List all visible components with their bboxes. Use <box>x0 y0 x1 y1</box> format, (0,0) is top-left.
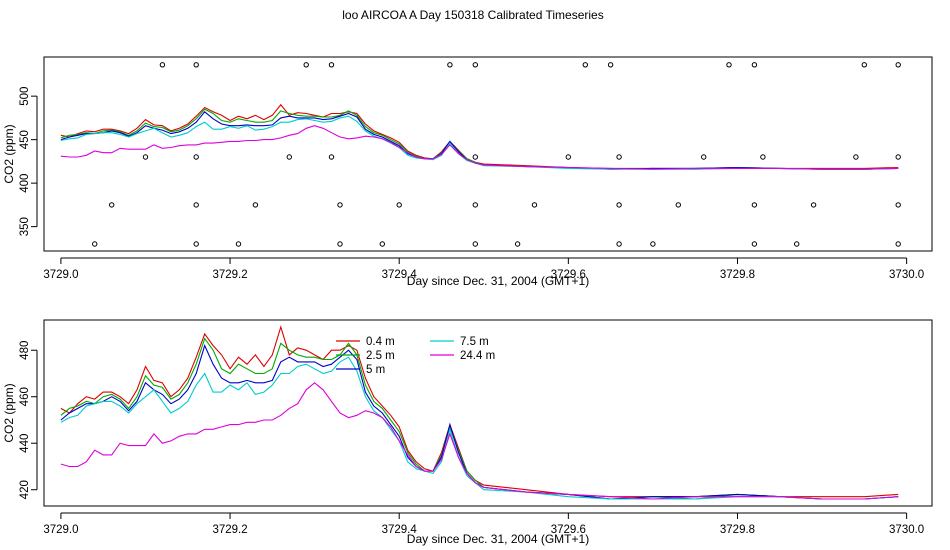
scatter-point <box>616 154 622 160</box>
scatter-point <box>472 241 478 247</box>
scatter-point <box>607 62 614 68</box>
x-tick-label: 3730.0 <box>889 524 924 536</box>
scatter-point <box>193 202 199 208</box>
y-tick-label: 420 <box>19 480 31 499</box>
scatter-point <box>328 154 335 160</box>
scatter-point <box>337 202 343 208</box>
scatter-point <box>328 62 335 68</box>
legend-label: 0.4 m <box>366 336 395 348</box>
scatter-point <box>616 202 622 208</box>
scatter-point <box>193 241 199 247</box>
top-panel: 3729.0 3729.2 3729.4 3729.6 3729.8 3730.0 350 4… <box>2 56 933 288</box>
scatter-point <box>235 241 242 247</box>
series-line-3 <box>60 356 899 500</box>
scatter-point <box>531 202 538 208</box>
scatter-point <box>379 241 385 247</box>
x-tick-label: 3730.0 <box>889 269 924 281</box>
scatter-point <box>472 202 478 208</box>
scatter-point <box>751 241 758 247</box>
scatter-point <box>760 154 766 160</box>
scatter-point <box>303 62 309 68</box>
x-axis-label: Day since Dec. 31, 2004 (GMT+1) <box>407 274 589 288</box>
scatter-point <box>193 62 199 68</box>
scatter-point <box>861 62 867 68</box>
scatter-point <box>794 241 800 247</box>
series-line-4 <box>60 125 899 170</box>
scatter-point <box>193 154 199 160</box>
bottom-panel: 3729.0 3729.2 3729.4 3729.6 3729.8 3730.0 420 4… <box>2 319 933 546</box>
x-tick-label: 3729.4 <box>382 269 418 281</box>
y-tick-label: 440 <box>19 434 31 453</box>
scatter-point <box>286 154 292 160</box>
scatter-point <box>895 62 901 68</box>
scatter-point <box>92 241 98 247</box>
x-tick-label: 3729.6 <box>551 524 586 536</box>
legend-label: 5 m <box>366 364 385 376</box>
scatter-point <box>142 154 149 160</box>
x-tick-label: 3729.8 <box>720 524 755 536</box>
x-tick-label: 3729.8 <box>720 269 755 281</box>
plot-frame <box>43 319 933 507</box>
legend-label: 2.5 m <box>366 350 395 362</box>
scatter-point <box>582 62 588 68</box>
scatter-point <box>751 62 758 68</box>
x-tick-label: 3729.0 <box>43 524 78 536</box>
plot-frame <box>43 56 933 252</box>
scatter-point <box>472 62 478 68</box>
scatter-point <box>675 202 681 208</box>
scatter-point <box>853 154 859 160</box>
y-tick-label: 460 <box>19 387 31 406</box>
scatter-point <box>616 241 622 247</box>
x-tick-label: 3729.2 <box>212 269 247 281</box>
x-tick-label: 3729.4 <box>382 524 418 536</box>
scatter-point <box>895 202 901 208</box>
y-tick-label: 400 <box>19 174 31 193</box>
scatter-point <box>396 202 402 208</box>
scatter-point <box>751 202 758 208</box>
scatter-point <box>726 62 732 68</box>
series-line-0 <box>60 103 899 169</box>
series-line-1 <box>60 108 899 170</box>
figure-title: loo AIRCOA A Day 150318 Calibrated Times… <box>342 8 603 22</box>
scatter-point <box>447 62 453 68</box>
scatter-point <box>565 154 571 160</box>
x-axis-label: Day since Dec. 31, 2004 (GMT+1) <box>407 532 589 546</box>
x-tick-label: 3729.6 <box>551 269 586 281</box>
scatter-point <box>159 62 166 68</box>
y-tick-label: 350 <box>19 217 31 236</box>
series-line-2 <box>60 344 899 500</box>
series-line-4 <box>60 382 899 500</box>
y-tick-label: 480 <box>19 341 31 360</box>
scatter-point <box>252 202 259 208</box>
series-line-0 <box>60 325 899 498</box>
scatter-point <box>895 241 901 247</box>
series-line-1 <box>60 337 899 500</box>
scatter-point <box>895 154 901 160</box>
x-tick-label: 3729.0 <box>43 269 78 281</box>
x-tick-label: 3729.2 <box>212 524 247 536</box>
legend-label: 7.5 m <box>460 336 489 348</box>
y-axis-label: CO2 (ppm) <box>2 124 16 183</box>
series-line-3 <box>60 115 899 170</box>
scatter-point <box>337 241 343 247</box>
legend-label: 24.4 m <box>460 350 495 362</box>
y-tick-label: 500 <box>19 87 31 106</box>
scatter-point <box>701 154 707 160</box>
scatter-point <box>514 241 521 247</box>
series-line-2 <box>60 111 899 170</box>
scatter-point <box>472 154 478 160</box>
scatter-point <box>810 202 817 208</box>
y-axis-label: CO2 (ppm) <box>2 383 16 442</box>
scatter-point <box>650 241 656 247</box>
scatter-point <box>109 202 115 208</box>
y-tick-label: 450 <box>19 130 31 149</box>
